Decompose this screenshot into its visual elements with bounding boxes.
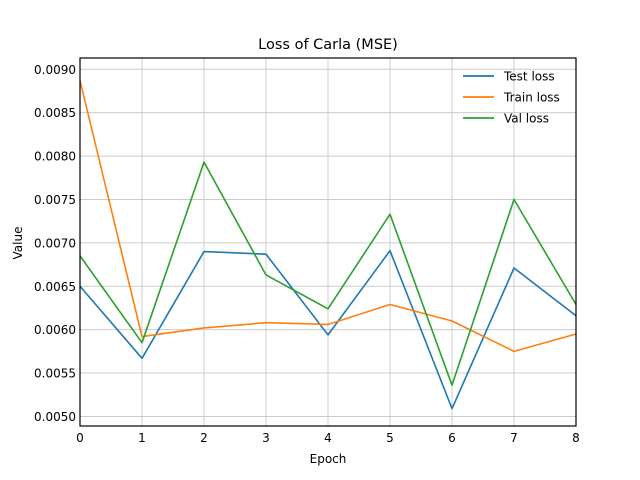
y-tick-label: 0.0090: [34, 63, 76, 77]
y-tick-label: 0.0060: [34, 323, 76, 337]
series-lines: [79, 80, 577, 410]
x-tick-label: 2: [200, 431, 208, 445]
x-axis-ticks: 0 1 2 3 4 5 6 7 8: [76, 431, 580, 445]
x-tick-label: 8: [572, 431, 580, 445]
x-tick-label: 5: [386, 431, 394, 445]
x-tick-label: 4: [324, 431, 332, 445]
legend-label: Train loss: [503, 91, 560, 105]
x-tick-label: 0: [76, 431, 84, 445]
x-tick-label: 7: [510, 431, 518, 445]
chart-title: Loss of Carla (MSE): [258, 37, 398, 53]
y-tick-label: 0.0085: [34, 106, 76, 120]
x-tick-label: 1: [138, 431, 146, 445]
x-tick-label: 3: [262, 431, 270, 445]
y-tick-label: 0.0070: [34, 236, 76, 250]
plot-frame: [79, 57, 577, 427]
legend-label: Test loss: [503, 70, 555, 84]
y-tick-label: 0.0075: [34, 193, 76, 207]
y-axis-ticks: 0.0050 0.0055 0.0060 0.0065 0.0070 0.0075 0.00…: [34, 63, 76, 424]
y-tick-label: 0.0080: [34, 150, 76, 164]
x-axis-label: Epoch: [310, 452, 347, 466]
y-axis-label: Value: [11, 227, 25, 260]
series-line-0: [79, 249, 577, 410]
legend-label: Val loss: [504, 112, 549, 126]
x-tick-label: 6: [448, 431, 456, 445]
y-tick-label: 0.0065: [34, 280, 76, 294]
y-tick-label: 0.0050: [34, 410, 76, 424]
series-line-2: [79, 161, 577, 387]
legend: Test loss Train loss Val loss: [463, 70, 560, 126]
y-tick-label: 0.0055: [34, 367, 76, 381]
grid: [79, 58, 577, 426]
series-line-1: [79, 80, 577, 353]
